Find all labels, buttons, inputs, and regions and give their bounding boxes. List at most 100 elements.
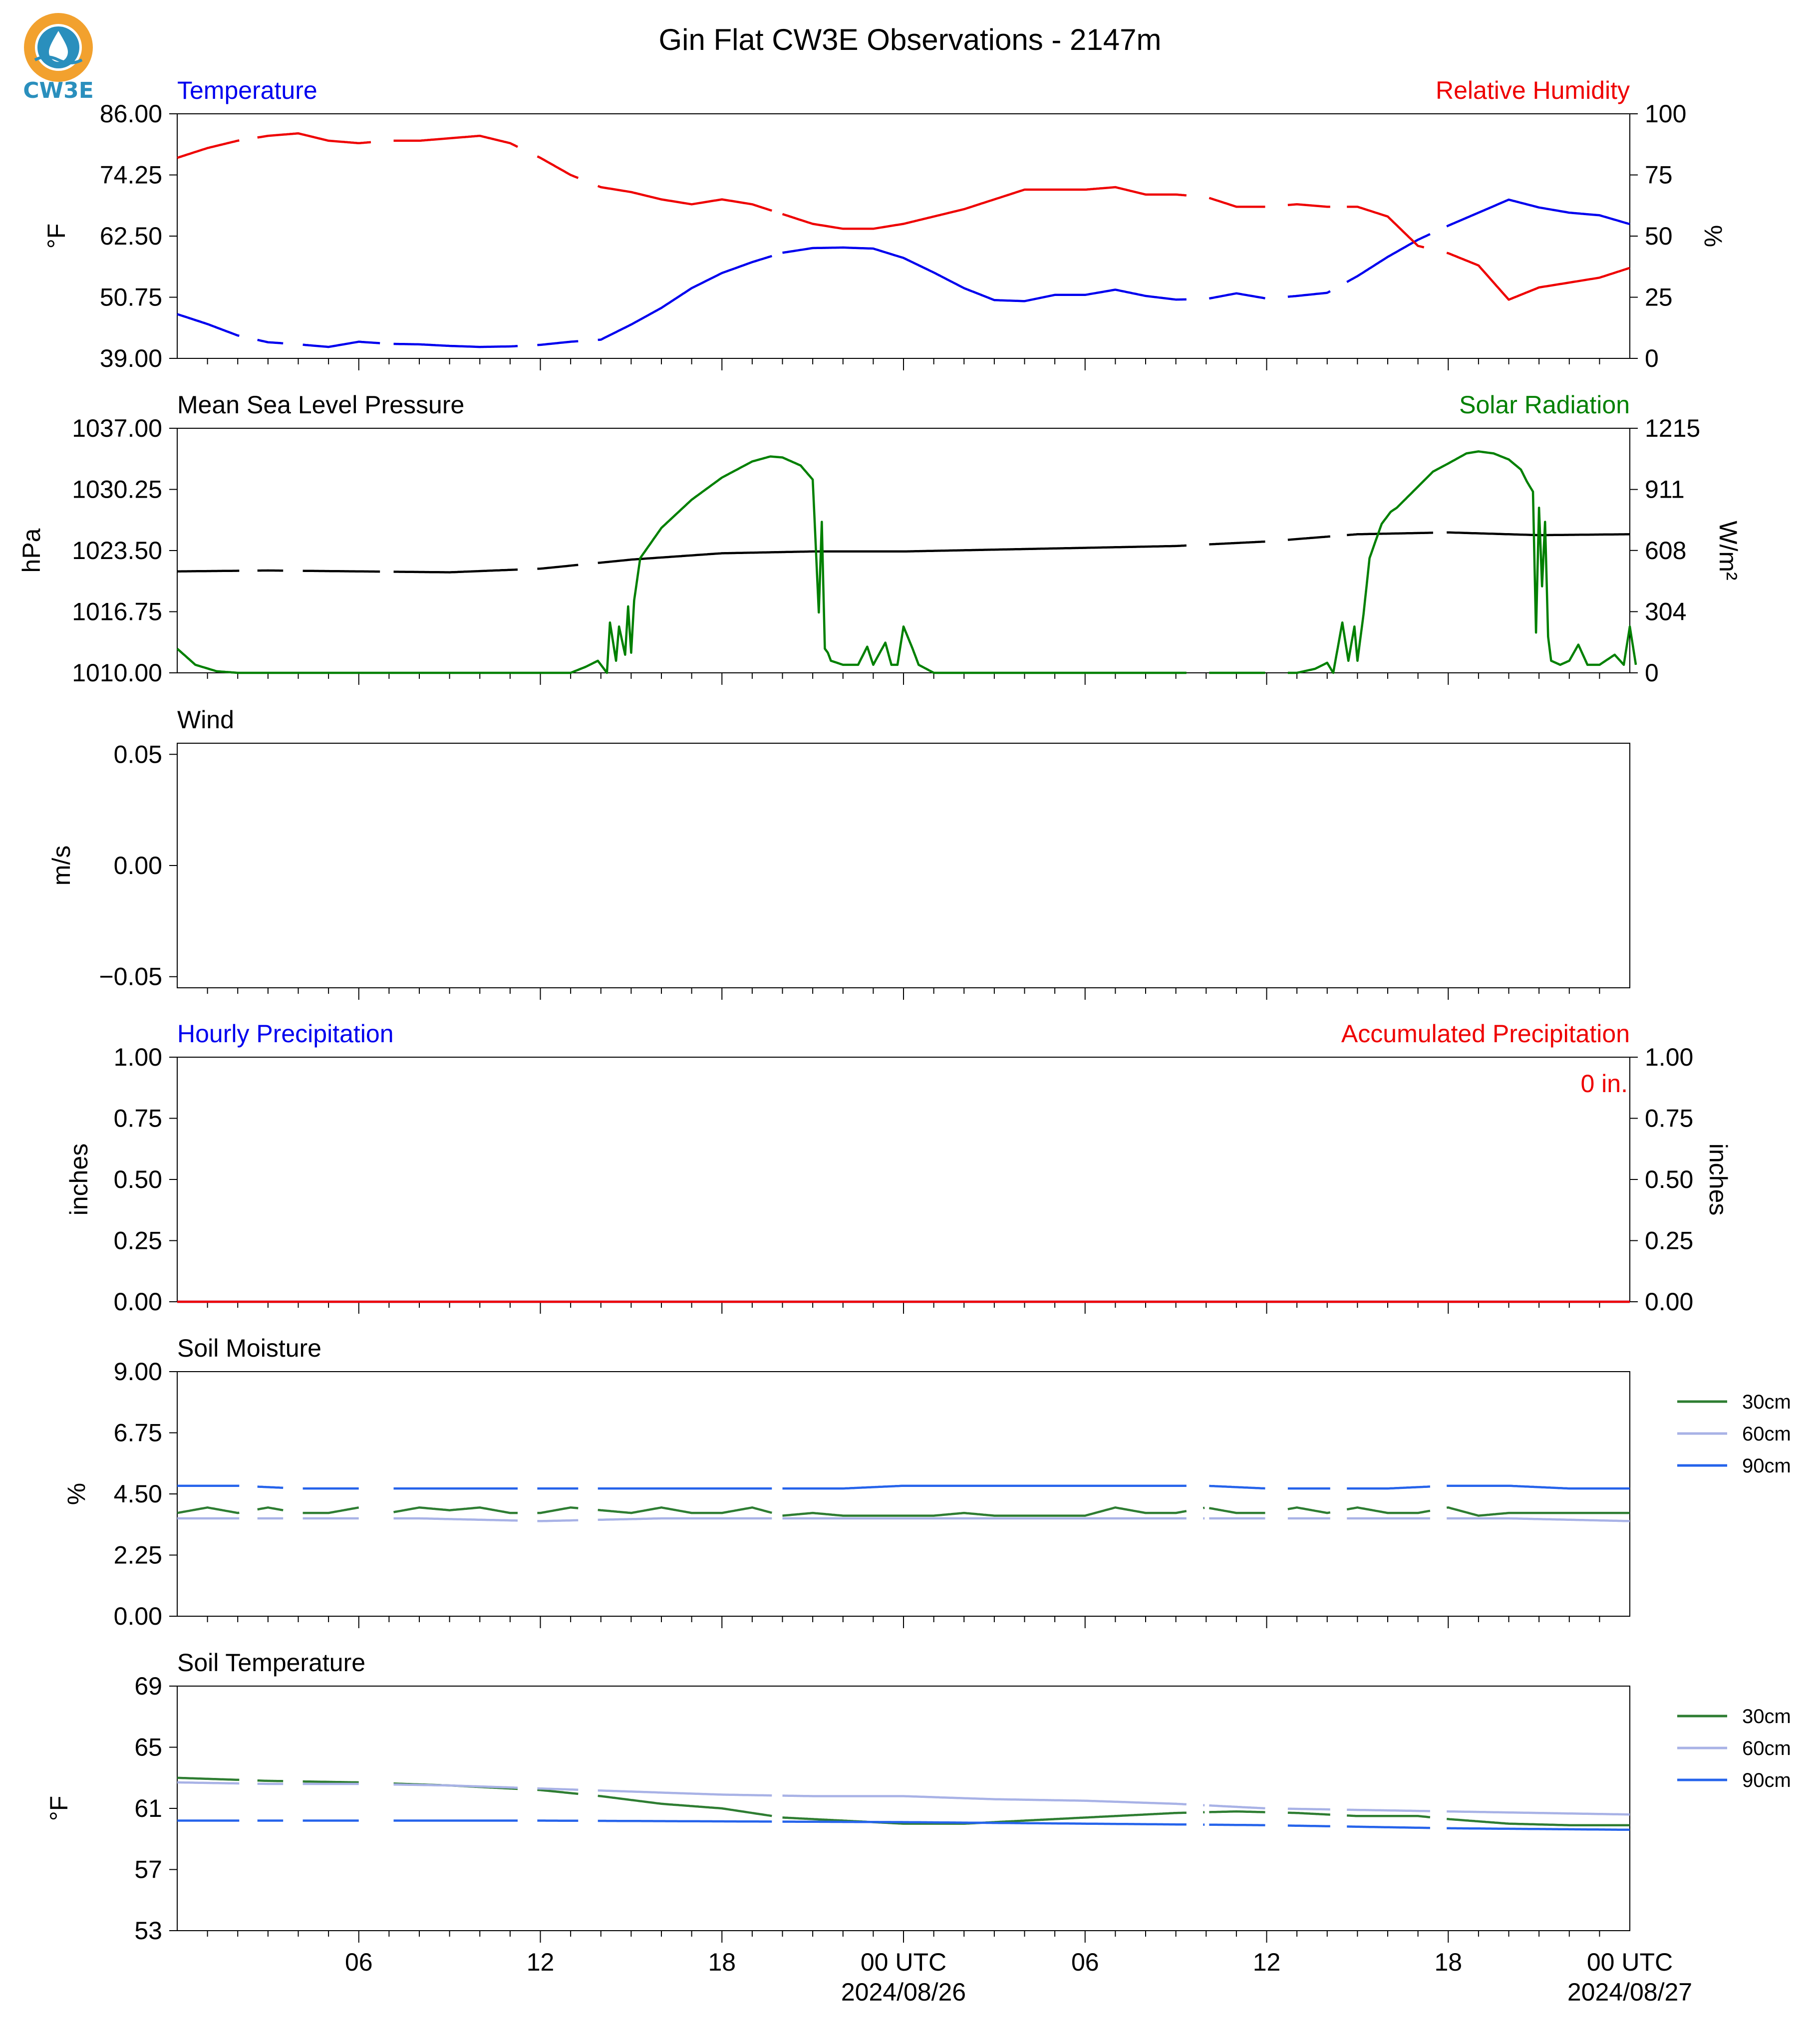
y2-tick-label: 0.25 bbox=[1645, 1227, 1693, 1255]
y-tick-label: 39.00 bbox=[100, 344, 162, 372]
y-tick-label: 2.25 bbox=[114, 1541, 162, 1569]
panel-title-right: Relative Humidity bbox=[1436, 76, 1630, 104]
water-drop-icon bbox=[49, 31, 68, 62]
plot-frame bbox=[177, 1686, 1630, 1931]
y2-tick-label: 100 bbox=[1645, 100, 1686, 128]
y2-tick-label: 0.00 bbox=[1645, 1288, 1693, 1316]
y2-tick-label: 0.50 bbox=[1645, 1165, 1693, 1193]
y-axis-label: °F bbox=[42, 224, 70, 249]
y-tick-label: 65 bbox=[134, 1734, 162, 1761]
y-tick-label: 9.00 bbox=[114, 1358, 162, 1386]
y-tick-label: −0.05 bbox=[99, 963, 162, 991]
y-tick-label: 53 bbox=[134, 1917, 162, 1945]
y-axis-label: hPa bbox=[17, 528, 45, 573]
panel-title-left: Mean Sea Level Pressure bbox=[177, 391, 464, 419]
plot-frame bbox=[177, 743, 1630, 988]
y-tick-label: 0.00 bbox=[114, 1602, 162, 1630]
legend-label: 90cm bbox=[1742, 1455, 1791, 1477]
y-tick-label: 0.75 bbox=[114, 1105, 162, 1133]
x-tick-label: 06 bbox=[1071, 1948, 1099, 1976]
accumulated-total-label: 0 in. bbox=[1580, 1070, 1628, 1098]
y2-tick-label: 0.75 bbox=[1645, 1105, 1693, 1133]
y-axis-label: m/s bbox=[47, 846, 75, 886]
series-line-90cm bbox=[177, 1819, 1630, 1831]
y2-tick-label: 608 bbox=[1645, 537, 1686, 565]
panel-2: Wind −0.05 0.00 0.05 m/s bbox=[47, 706, 1630, 1000]
y-tick-label: 0.00 bbox=[114, 852, 162, 879]
y2-tick-label: 1.00 bbox=[1645, 1043, 1693, 1071]
y-tick-label: 0.50 bbox=[114, 1165, 162, 1193]
y-tick-label: 1037.00 bbox=[72, 414, 162, 442]
logo-text: CW3E bbox=[23, 78, 94, 103]
series-line-solar-radiation bbox=[176, 450, 1637, 674]
panel-title-right: Accumulated Precipitation bbox=[1341, 1020, 1630, 1048]
x-tick-label: 18 bbox=[708, 1948, 736, 1976]
legend-label: 60cm bbox=[1742, 1423, 1791, 1445]
series-line-30cm bbox=[177, 1506, 1630, 1517]
y2-axis-label: W/m² bbox=[1714, 521, 1742, 580]
panel-4: Soil Moisture 0.00 2.25 4.50 6.75 9.00% 30cm 60… bbox=[62, 1334, 1791, 1630]
plot-frame bbox=[177, 1057, 1630, 1302]
y2-axis-label: inches bbox=[1704, 1144, 1732, 1216]
series-line-60cm bbox=[177, 1781, 1630, 1816]
panel-0: Temperature Relative Humidity 39.00 50.75 62… bbox=[42, 76, 1727, 372]
y-tick-label: 69 bbox=[134, 1672, 162, 1700]
y2-tick-label: 304 bbox=[1645, 597, 1686, 625]
panel-title-left: Soil Moisture bbox=[177, 1334, 321, 1362]
panel-3: Hourly Precipitation Accumulated Precipit… bbox=[65, 1020, 1732, 1316]
y-tick-label: 1.00 bbox=[114, 1043, 162, 1071]
x-date-label: 2024/08/27 bbox=[1567, 1978, 1692, 2006]
y-tick-label: 0.25 bbox=[114, 1227, 162, 1255]
x-tick-label: 12 bbox=[527, 1948, 555, 1976]
y-tick-label: 1016.75 bbox=[72, 598, 162, 626]
y-tick-label: 62.50 bbox=[100, 222, 162, 250]
y2-tick-label: 25 bbox=[1645, 284, 1673, 311]
panel-title-left: Temperature bbox=[177, 76, 317, 104]
series-line-90cm bbox=[177, 1484, 1630, 1490]
y-axis-label: % bbox=[62, 1483, 90, 1505]
logo-wave-icon bbox=[34, 55, 83, 64]
x-tick-label: 00 UTC bbox=[861, 1948, 946, 1976]
y-tick-label: 0.00 bbox=[114, 1288, 162, 1316]
panel-1: Mean Sea Level Pressure Solar Radiation 10… bbox=[17, 391, 1742, 687]
series-line-60cm bbox=[177, 1517, 1630, 1522]
y-tick-label: 86.00 bbox=[100, 100, 162, 128]
panel-5: Soil Temperature 53 57 61 65 69 °F 30cm 60cm 90cm… bbox=[45, 1649, 1791, 2006]
y-tick-label: 57 bbox=[134, 1856, 162, 1884]
legend-label: 30cm bbox=[1742, 1706, 1791, 1728]
y-tick-label: 50.75 bbox=[100, 284, 162, 311]
x-tick-label: 00 UTC bbox=[1587, 1948, 1673, 1976]
legend-label: 90cm bbox=[1742, 1769, 1791, 1791]
x-tick-label: 12 bbox=[1253, 1948, 1281, 1976]
panels: Temperature Relative Humidity 39.00 50.75 62… bbox=[17, 76, 1791, 2006]
cw3e-logo: CW3E bbox=[23, 13, 94, 103]
x-tick-label: 06 bbox=[345, 1948, 373, 1976]
series-line-relative-humidity bbox=[177, 132, 1630, 301]
plot-frame bbox=[177, 113, 1630, 359]
panel-title-left: Soil Temperature bbox=[177, 1649, 365, 1677]
y-tick-label: 0.05 bbox=[114, 740, 162, 768]
y2-tick-label: 0 bbox=[1645, 344, 1659, 372]
x-date-label: 2024/08/26 bbox=[841, 1978, 966, 2006]
y-tick-label: 4.50 bbox=[114, 1480, 162, 1508]
y-tick-label: 74.25 bbox=[100, 161, 162, 189]
y2-tick-label: 911 bbox=[1645, 476, 1685, 504]
y-axis-label: °F bbox=[45, 1796, 73, 1821]
panel-title-right: Solar Radiation bbox=[1459, 391, 1630, 419]
plot-frame bbox=[177, 1371, 1630, 1617]
y2-axis-label: % bbox=[1699, 225, 1727, 247]
panel-title-left: Hourly Precipitation bbox=[177, 1020, 394, 1048]
y2-tick-label: 0 bbox=[1645, 659, 1659, 687]
y-tick-label: 1010.00 bbox=[72, 659, 162, 687]
series-line-temperature bbox=[177, 198, 1630, 348]
legend-label: 30cm bbox=[1742, 1391, 1791, 1413]
y-tick-label: 1023.50 bbox=[72, 537, 162, 565]
y-tick-label: 1030.25 bbox=[72, 476, 162, 504]
y-tick-label: 6.75 bbox=[114, 1419, 162, 1447]
y2-tick-label: 50 bbox=[1645, 222, 1673, 250]
y-tick-label: 61 bbox=[134, 1794, 162, 1822]
series-line-mean-sea-level-pressure bbox=[177, 531, 1630, 574]
y-axis-label: inches bbox=[65, 1144, 93, 1216]
legend-label: 60cm bbox=[1742, 1738, 1791, 1759]
